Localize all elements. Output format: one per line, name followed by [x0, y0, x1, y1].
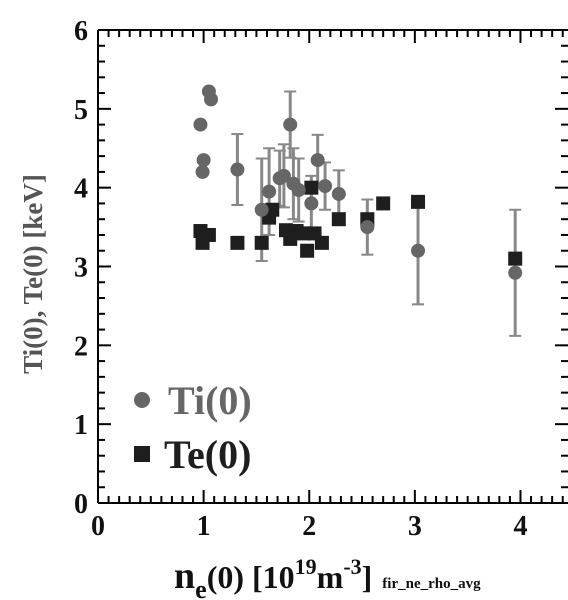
legend-ti-label: Ti(0)	[168, 378, 252, 423]
ti-point	[193, 117, 208, 132]
te-point	[376, 196, 391, 211]
x-axis-title-mid: (0) [10	[207, 559, 295, 595]
legend-te-marker	[134, 446, 150, 462]
x-tick-label: 3	[408, 511, 422, 542]
y-tick-label: 2	[74, 331, 88, 362]
x-axis-title-close: ]	[362, 559, 373, 595]
ti-point	[331, 186, 346, 201]
ti-point	[195, 164, 210, 179]
ti-point	[508, 265, 523, 280]
te-point	[296, 226, 311, 241]
y-tick-label: 4	[74, 174, 88, 205]
te-point	[254, 235, 269, 250]
x-tick-label: 4	[513, 511, 527, 542]
ti-point	[204, 92, 219, 107]
ti-point	[360, 220, 375, 235]
x-axis-title-n: n	[174, 555, 195, 597]
y-tick-label: 6	[74, 16, 88, 47]
ti-point	[283, 117, 298, 132]
y-tick-label: 0	[74, 489, 88, 520]
x-tick-label: 1	[197, 511, 211, 542]
ti-point	[230, 162, 245, 177]
y-tick-label: 5	[74, 95, 88, 126]
x-axis-title-sup-m3: -3	[343, 554, 361, 579]
ti-point	[291, 183, 306, 198]
ti-point	[310, 153, 325, 168]
x-axis-title-m: m	[317, 559, 344, 595]
te-point	[411, 194, 426, 209]
x-axis-title: ne(0) [1019m-3] fir_ne_rho_avg	[174, 554, 481, 600]
ti-point	[196, 153, 211, 168]
legend: Ti(0) Te(0)	[134, 378, 252, 477]
ti-point	[262, 184, 277, 199]
ti-point	[276, 168, 291, 183]
te-point	[300, 243, 315, 258]
te-point	[314, 235, 329, 250]
te-point	[508, 251, 523, 266]
data-marks	[193, 84, 523, 280]
y-axis-title: Ti(0), Te(0) [keV]	[18, 174, 48, 374]
ti-point	[411, 243, 426, 258]
te-point	[304, 180, 319, 195]
tick-labels: 0 1 2 3 4 0 1 2 3 4 5 6	[74, 16, 527, 542]
x-axis-title-sup-19: 19	[295, 554, 317, 579]
ti-point	[318, 179, 333, 194]
x-tick-label: 2	[302, 511, 316, 542]
ti-point	[254, 202, 269, 217]
axes	[97, 29, 568, 504]
x-axis-title-sub-e: e	[195, 575, 207, 600]
te-point	[265, 202, 280, 217]
x-tick-label: 0	[91, 511, 105, 542]
te-point	[201, 227, 216, 242]
legend-ti-marker	[134, 392, 150, 408]
legend-te-label: Te(0)	[164, 432, 251, 477]
te-point	[331, 212, 346, 227]
y-tick-label: 1	[74, 410, 88, 441]
ti-point	[304, 196, 319, 211]
y-tick-label: 3	[74, 253, 88, 284]
te-point	[230, 235, 245, 250]
x-axis-title-suffix: fir_ne_rho_avg	[382, 576, 481, 592]
